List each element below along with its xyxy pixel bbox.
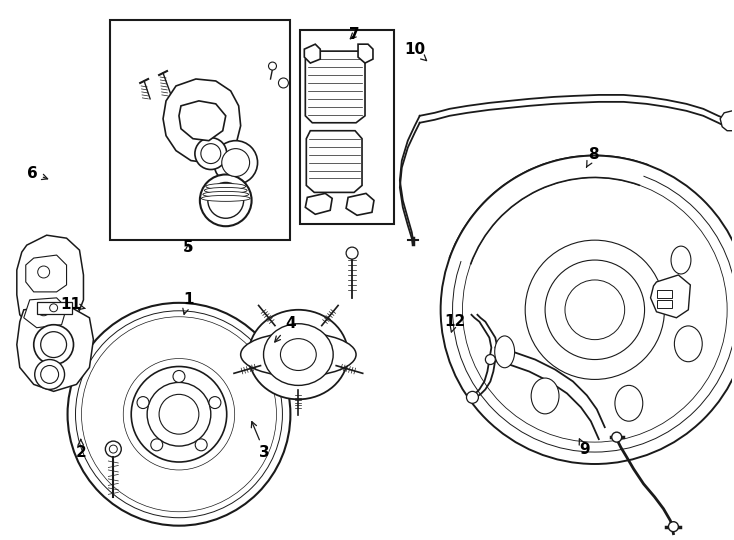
Circle shape bbox=[209, 396, 221, 409]
Ellipse shape bbox=[203, 191, 249, 198]
Circle shape bbox=[50, 304, 57, 312]
Text: 10: 10 bbox=[404, 42, 426, 60]
Polygon shape bbox=[720, 111, 734, 131]
Circle shape bbox=[269, 62, 277, 70]
Ellipse shape bbox=[531, 378, 559, 414]
Circle shape bbox=[37, 304, 50, 316]
Circle shape bbox=[68, 303, 291, 525]
Circle shape bbox=[81, 317, 277, 512]
Ellipse shape bbox=[208, 183, 244, 218]
Ellipse shape bbox=[195, 138, 227, 170]
Bar bbox=[656, 290, 672, 298]
Circle shape bbox=[440, 156, 734, 464]
Text: 11: 11 bbox=[61, 298, 85, 313]
Bar bbox=[656, 300, 672, 308]
Circle shape bbox=[40, 332, 67, 357]
Circle shape bbox=[137, 396, 149, 409]
Circle shape bbox=[669, 522, 678, 532]
Polygon shape bbox=[358, 44, 373, 63]
Bar bbox=[37, 302, 71, 314]
Circle shape bbox=[34, 360, 65, 389]
Ellipse shape bbox=[671, 246, 691, 274]
Ellipse shape bbox=[675, 326, 702, 362]
Polygon shape bbox=[179, 101, 226, 140]
Ellipse shape bbox=[615, 386, 643, 421]
Text: 3: 3 bbox=[251, 422, 270, 460]
Ellipse shape bbox=[222, 148, 250, 177]
Circle shape bbox=[462, 178, 727, 442]
Ellipse shape bbox=[204, 187, 247, 193]
Circle shape bbox=[173, 370, 185, 382]
Circle shape bbox=[611, 432, 622, 442]
Text: 2: 2 bbox=[76, 439, 86, 460]
Text: 6: 6 bbox=[27, 166, 48, 181]
Circle shape bbox=[37, 266, 50, 278]
Ellipse shape bbox=[249, 310, 348, 400]
Circle shape bbox=[123, 359, 235, 470]
Circle shape bbox=[195, 439, 207, 451]
Circle shape bbox=[109, 445, 117, 453]
Bar bbox=[300, 30, 394, 224]
Ellipse shape bbox=[241, 333, 356, 376]
Circle shape bbox=[565, 280, 625, 340]
Polygon shape bbox=[305, 44, 320, 63]
Text: 5: 5 bbox=[183, 240, 193, 255]
Polygon shape bbox=[23, 298, 67, 328]
Circle shape bbox=[545, 260, 644, 360]
Circle shape bbox=[453, 167, 734, 452]
Circle shape bbox=[485, 355, 495, 365]
Ellipse shape bbox=[206, 184, 246, 190]
Circle shape bbox=[76, 311, 283, 518]
Polygon shape bbox=[305, 51, 365, 123]
Text: 9: 9 bbox=[579, 439, 590, 457]
Ellipse shape bbox=[201, 195, 250, 201]
Text: 12: 12 bbox=[444, 314, 465, 332]
Text: 8: 8 bbox=[586, 147, 599, 167]
Circle shape bbox=[346, 247, 358, 259]
Circle shape bbox=[40, 366, 59, 383]
Circle shape bbox=[150, 439, 163, 451]
Text: 7: 7 bbox=[349, 27, 360, 42]
Circle shape bbox=[467, 392, 479, 403]
Circle shape bbox=[106, 441, 121, 457]
Polygon shape bbox=[17, 305, 93, 391]
Circle shape bbox=[34, 325, 73, 364]
Polygon shape bbox=[17, 235, 84, 335]
Ellipse shape bbox=[264, 323, 333, 386]
Polygon shape bbox=[26, 255, 67, 292]
Circle shape bbox=[526, 240, 664, 380]
Ellipse shape bbox=[495, 336, 515, 368]
Text: 1: 1 bbox=[183, 292, 193, 314]
Circle shape bbox=[278, 78, 288, 88]
Ellipse shape bbox=[201, 144, 221, 164]
Ellipse shape bbox=[214, 140, 258, 185]
Bar bbox=[110, 21, 291, 240]
Circle shape bbox=[147, 382, 211, 446]
Text: 4: 4 bbox=[275, 316, 296, 342]
Ellipse shape bbox=[200, 174, 252, 226]
Circle shape bbox=[159, 394, 199, 434]
Ellipse shape bbox=[280, 339, 316, 370]
Circle shape bbox=[131, 367, 227, 462]
Polygon shape bbox=[306, 131, 362, 192]
Polygon shape bbox=[305, 193, 333, 214]
Polygon shape bbox=[650, 275, 691, 318]
Polygon shape bbox=[450, 156, 647, 265]
Polygon shape bbox=[346, 193, 374, 215]
Polygon shape bbox=[163, 79, 241, 163]
